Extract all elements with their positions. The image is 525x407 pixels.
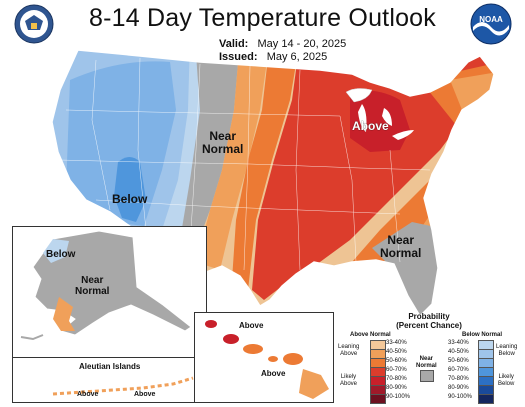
valid-dates: Valid: May 14 - 20, 2025 [219, 38, 346, 50]
legend-below-swatch [478, 394, 494, 404]
label-alaska-below: Below [46, 249, 76, 260]
lake-superior [345, 88, 373, 103]
lake-michigan [358, 104, 367, 132]
legend-leaning-below: Leaning Below [496, 344, 518, 357]
legend-below-bin-label: 90-100% [448, 394, 473, 400]
issued-date: Issued: May 6, 2025 [219, 51, 327, 63]
hawaii-inset: Above Above [194, 312, 334, 403]
legend-likely-above: Likely Above [340, 374, 358, 387]
legend-below-bin-label: 50-60% [448, 358, 469, 364]
aleutian-title: Aleutian Islands [79, 362, 141, 371]
legend-above-bin-label: 40-50% [386, 349, 407, 355]
issued-value: May 6, 2025 [266, 51, 328, 63]
legend-above-bin-label: 90-100% [386, 394, 411, 400]
legend-below-bin-label: 70-80% [448, 376, 469, 382]
label-above-northeast: Above [352, 119, 389, 133]
legend-near-normal-label: Near Normal [416, 356, 437, 369]
aleutian-inset: Aleutian Islands Above Above [12, 357, 204, 403]
issued-label: Issued: [219, 51, 258, 63]
label-aleutian-above-2: Above [134, 391, 156, 398]
valid-label: Valid: [219, 38, 249, 50]
label-hawaii-above-2: Above [261, 369, 286, 378]
legend-above-bin-label: 50-60% [386, 358, 407, 364]
state-lines [59, 57, 431, 271]
legend-title: Probability (Percent Chance) [336, 312, 522, 330]
label-aleutian-above-1: Above [77, 391, 99, 398]
label-near-normal-west: Near Normal [202, 129, 244, 156]
noaa-text: NOAA [479, 15, 503, 24]
lake-huron [382, 108, 392, 126]
legend-likely-below: Likely Below [498, 374, 515, 387]
label-alaska-near-normal: Near Normal [75, 275, 110, 297]
legend-below-bin-label: 60-70% [448, 367, 469, 373]
legend-title-text: Probability [408, 312, 450, 321]
alaska-inset: Below Near Normal [12, 226, 207, 358]
legend: Probability (Percent Chance) Above Norma… [336, 312, 522, 404]
label-hawaii-above-1: Above [239, 321, 264, 330]
legend-above-bin-label: 60-70% [386, 367, 407, 373]
lake-erie [392, 130, 414, 140]
noaa-logo-icon: NOAA [470, 3, 512, 45]
hawaii-map [205, 320, 329, 399]
label-below-southwest: Below [112, 192, 148, 206]
label-near-normal-southeast: Near Normal [380, 233, 422, 260]
legend-above-bin-label: 33-40% [386, 340, 407, 346]
legend-above-swatch [370, 394, 386, 404]
legend-above-header: Above Normal [350, 332, 391, 338]
legend-near-normal-swatch [420, 370, 434, 382]
legend-above-bin-label: 80-90% [386, 385, 407, 391]
legend-below-bin-label: 33-40% [448, 340, 469, 346]
valid-value: May 14 - 20, 2025 [257, 38, 347, 50]
legend-below-bin-label: 80-90% [448, 385, 469, 391]
legend-leaning-above: Leaning Above [338, 344, 360, 357]
legend-below-header: Below Normal [462, 332, 503, 338]
alaska-map [20, 230, 192, 341]
seal-icon [14, 4, 54, 44]
page-title: 8-14 Day Temperature Outlook [89, 4, 436, 32]
legend-subtitle: (Percent Chance) [396, 321, 462, 330]
legend-below-bin-label: 40-50% [448, 349, 469, 355]
legend-above-bin-label: 70-80% [386, 376, 407, 382]
